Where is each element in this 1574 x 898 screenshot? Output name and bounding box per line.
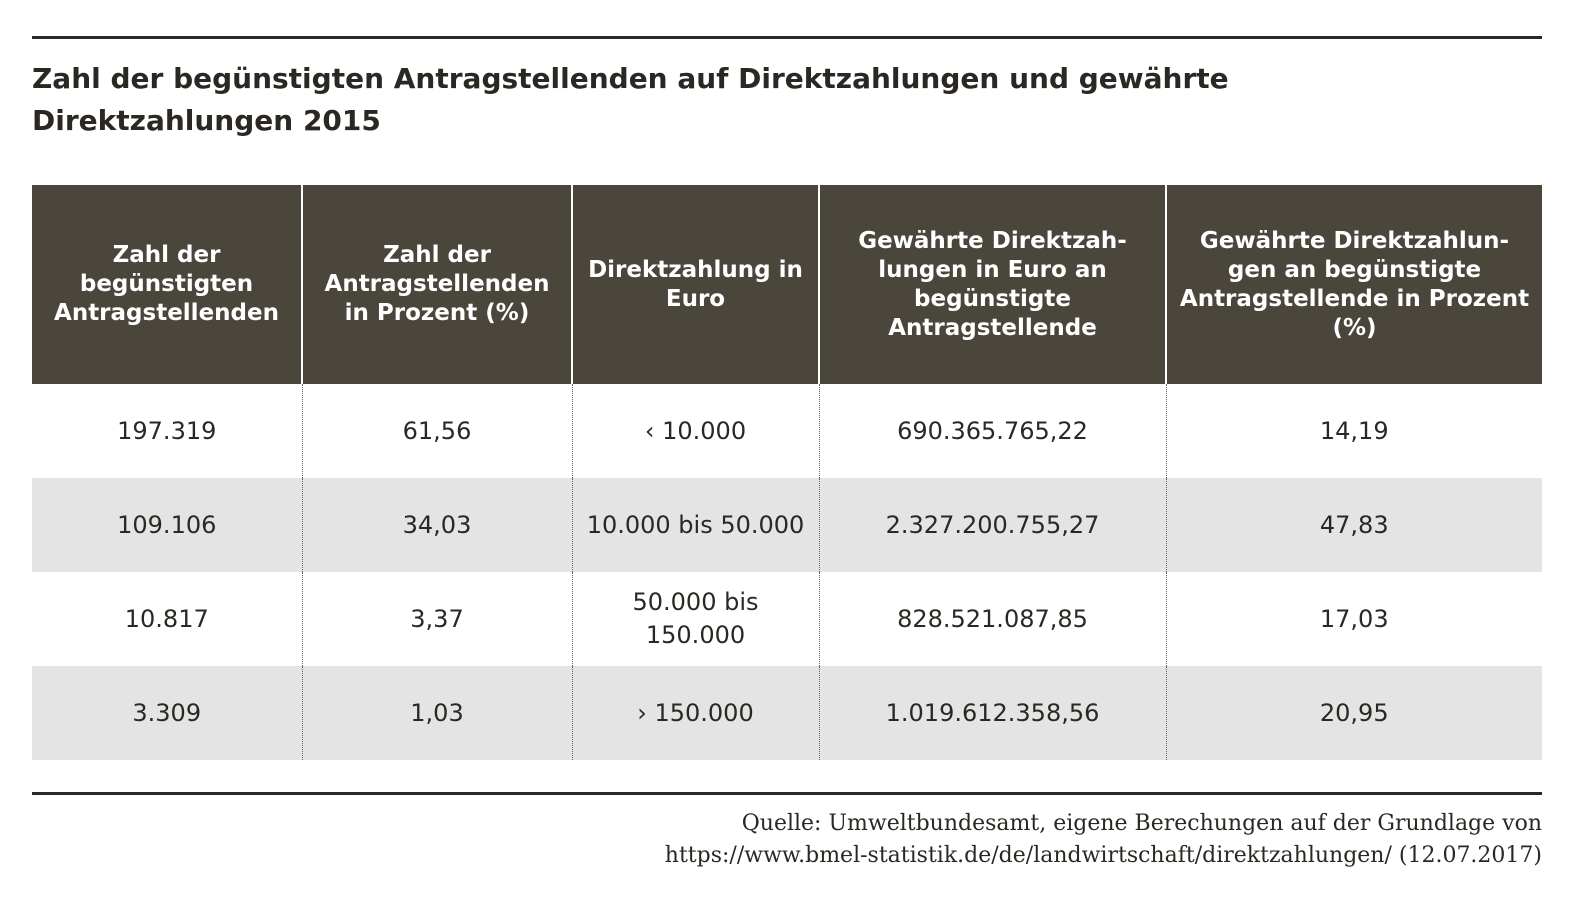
table-cell: 47,83 [1165,478,1542,572]
table-row: 109.106 34,03 10.000 bis 50.000 2.327.20… [32,478,1542,572]
table-cell: 10.000 bis 50.000 [571,478,819,572]
table-cell: 109.106 [32,478,302,572]
title-line-2: Direktzahlungen 2015 [32,104,381,137]
table-cell: 34,03 [301,478,572,572]
source-note: Quelle: Umweltbundesamt, eigene Berechun… [442,808,1542,872]
table-cell: 17,03 [1165,572,1542,666]
table-cell: 20,95 [1165,666,1542,760]
table-cell: › 150.000 [571,666,819,760]
top-rule [32,36,1542,39]
source-line-1: Quelle: Umweltbundesamt, eigene Berechun… [741,811,1542,836]
column-header-share-applicants: Zahl der Antragstellenden in Prozent (%) [301,185,572,384]
table-cell: 690.365.765,22 [818,384,1166,478]
table-row: 10.817 3,37 50.000 bis 150.000 828.521.0… [32,572,1542,666]
table-row: 197.319 61,56 ‹ 10.000 690.365.765,22 14… [32,384,1542,478]
table-cell: 10.817 [124,604,209,633]
table-cell: 50.000 bis 150.000 [571,572,819,666]
column-header-payment-range: Direktzahlung in Euro [571,185,819,384]
table-cell: 828.521.087,85 [818,572,1166,666]
table-cell: 1.019.612.358,56 [818,666,1166,760]
bottom-rule [32,792,1542,795]
table-cell: ‹ 10.000 [571,384,819,478]
table-cell: 61,56 [301,384,572,478]
page-title: Zahl der begünstigten Antragstellenden a… [32,58,1332,142]
column-header-beneficiaries: Zahl der begünstigten Antragstellenden [32,185,302,384]
table-cell: 197.319 [117,416,217,445]
table-cell: 3.309 [32,666,302,760]
source-line-2: https://www.bmel-statistik.de/de/landwir… [664,843,1542,868]
table-cell: 14,19 [1165,384,1542,478]
data-table: Zahl der begünstigten Antragstellenden Z… [32,185,1542,760]
column-header-payments-percent: Gewährte Direktzahlun- gen an begünstigt… [1165,185,1542,384]
column-header-payments-euro: Gewährte Direktzah- lungen in Euro an be… [818,185,1166,384]
table-cell: 3,37 [301,572,572,666]
table-cell: 2.327.200.755,27 [818,478,1166,572]
title-line-1: Zahl der begünstigten Antragstellenden a… [32,62,1229,95]
table-row: 3.309 1,03 › 150.000 1.019.612.358,56 20… [32,666,1542,760]
table-cell: 1,03 [301,666,572,760]
header-row: Zahl der begünstigten Antragstellenden Z… [32,185,1542,384]
